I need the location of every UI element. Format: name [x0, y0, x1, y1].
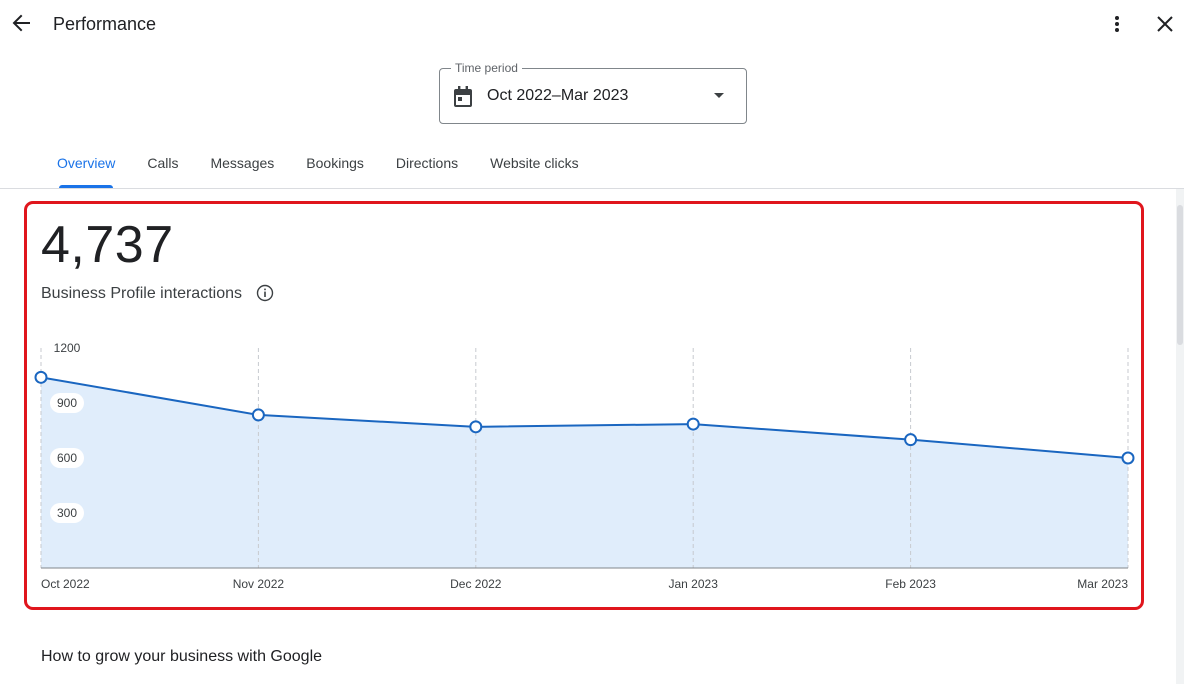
more-options-button[interactable] — [1105, 11, 1129, 37]
more-vert-icon — [1115, 16, 1119, 32]
arrow-back-icon — [12, 14, 30, 32]
tab-directions[interactable]: Directions — [395, 155, 459, 171]
interactions-card-highlight — [24, 201, 1144, 610]
tab-bar: Overview Calls Messages Bookings Directi… — [41, 146, 595, 188]
tab-overview[interactable]: Overview — [41, 146, 131, 188]
time-period-value: Oct 2022–Mar 2023 — [487, 87, 629, 104]
scrollbar-track[interactable] — [1176, 189, 1184, 684]
interactions-label: Business Profile interactions — [41, 285, 242, 302]
tabs-divider — [0, 188, 1184, 189]
time-period-label: Time period — [451, 60, 522, 76]
calendar-icon — [454, 86, 472, 107]
page-title: Performance — [53, 14, 157, 34]
tab-website-clicks[interactable]: Website clicks — [490, 155, 579, 171]
tab-bookings[interactable]: Bookings — [306, 155, 364, 171]
grow-business-heading: How to grow your business with Google — [41, 648, 323, 665]
dropdown-arrow-icon — [714, 93, 724, 98]
tab-messages[interactable]: Messages — [210, 155, 275, 171]
close-button[interactable] — [1152, 11, 1178, 37]
back-button[interactable] — [8, 10, 34, 36]
tab-calls[interactable]: Calls — [147, 155, 179, 171]
time-period-select[interactable]: Time period Oct 2022–Mar 2023 — [439, 60, 747, 124]
close-icon — [1157, 16, 1173, 32]
scrollbar-thumb[interactable] — [1177, 205, 1183, 345]
interactions-total: 4,737 — [41, 216, 174, 274]
info-icon[interactable] — [256, 284, 274, 302]
